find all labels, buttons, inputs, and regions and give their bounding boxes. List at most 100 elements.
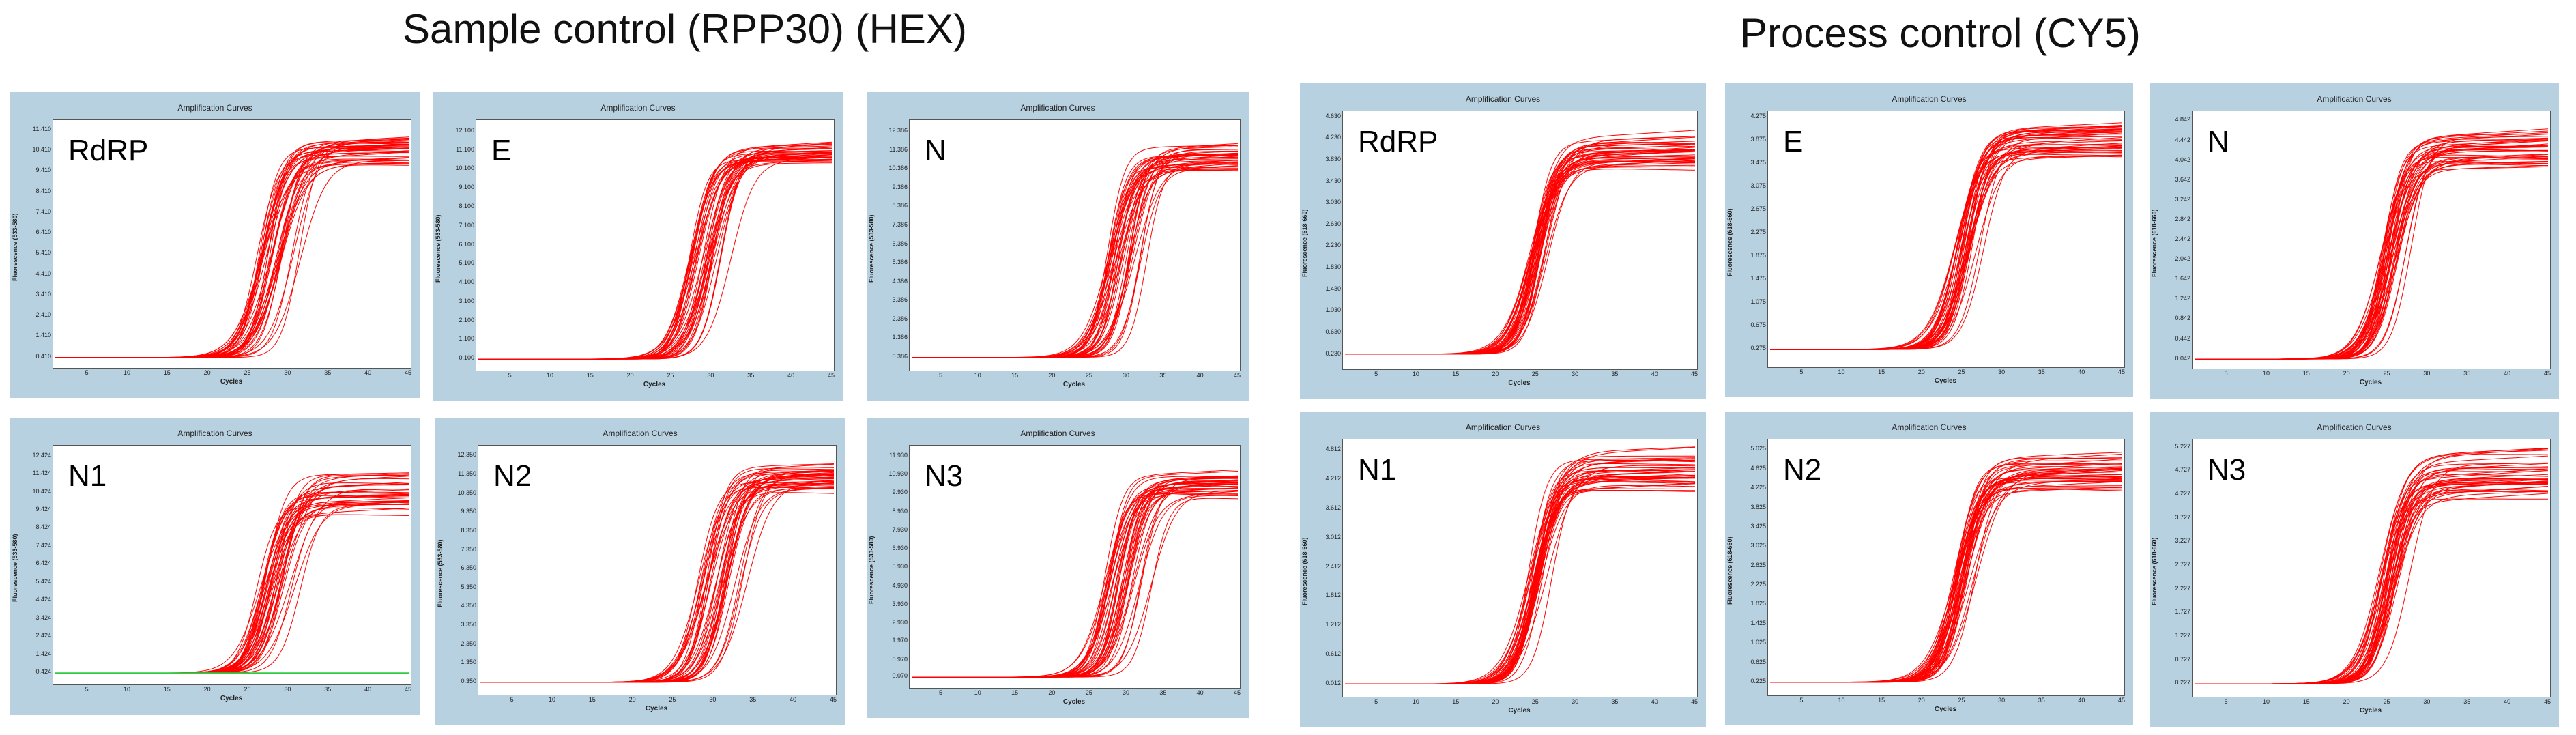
y-tick-label: 1.212 bbox=[1325, 621, 1341, 629]
amplification-curve bbox=[480, 473, 835, 683]
amplification-curve bbox=[912, 165, 1239, 358]
amplification-curve bbox=[912, 493, 1239, 678]
panel-header: Amplification Curves bbox=[2317, 94, 2392, 104]
amplification-curve bbox=[1345, 161, 1696, 355]
y-axis-label: Fluorescence (533-580) bbox=[868, 535, 875, 604]
x-tick-label: 40 bbox=[1196, 689, 1204, 696]
x-tick-label: 10 bbox=[2262, 370, 2270, 377]
panel-header: Amplification Curves bbox=[600, 103, 676, 113]
amplification-curve bbox=[480, 470, 835, 683]
amplification-curve bbox=[1345, 160, 1696, 355]
amplification-curve bbox=[55, 500, 409, 674]
amplification-curve bbox=[478, 150, 833, 360]
amplification-curve bbox=[480, 482, 835, 683]
amplification-curve bbox=[55, 500, 409, 674]
amplification-curve bbox=[912, 480, 1239, 678]
panel-header: Amplification Curves bbox=[1465, 422, 1541, 432]
x-tick-label: 5 bbox=[1799, 369, 1804, 375]
y-tick-label: 1.727 bbox=[2175, 608, 2190, 616]
y-tick-label: 1.025 bbox=[1750, 639, 1766, 646]
amplification-curve bbox=[55, 488, 409, 674]
y-axis-label: Fluorescence (533-580) bbox=[435, 214, 442, 283]
amplification-curve bbox=[912, 162, 1239, 358]
x-tick-label: 25 bbox=[244, 686, 251, 693]
amplification-curve bbox=[480, 474, 835, 683]
panel-header: Amplification Curves bbox=[177, 103, 252, 113]
amplification-curve bbox=[55, 504, 409, 674]
amplification-curves-svg bbox=[478, 141, 833, 360]
y-tick-label: 3.012 bbox=[1325, 533, 1341, 541]
amplification-curve bbox=[1345, 164, 1696, 355]
amplification-curve bbox=[1345, 459, 1696, 684]
amplification-curve bbox=[480, 486, 835, 683]
x-tick-label: 45 bbox=[404, 686, 411, 693]
amplification-curve bbox=[55, 504, 409, 674]
amplification-curve bbox=[55, 501, 409, 674]
x-tick-label: 40 bbox=[2078, 697, 2085, 704]
y-tick-label: 1.242 bbox=[2175, 295, 2190, 302]
x-tick-label: 5 bbox=[85, 369, 89, 376]
x-tick-label: 20 bbox=[203, 686, 211, 693]
y-tick-label: 2.350 bbox=[461, 639, 476, 647]
assay-label: N bbox=[925, 134, 946, 167]
x-tick-label: 25 bbox=[244, 369, 251, 376]
y-tick-label: 4.842 bbox=[2175, 116, 2190, 124]
amplification-curve bbox=[55, 143, 409, 358]
amplification-curve bbox=[2195, 154, 2549, 360]
y-tick-label: 3.727 bbox=[2175, 513, 2190, 521]
x-tick-label: 45 bbox=[2117, 369, 2125, 375]
amplification-curve bbox=[480, 463, 835, 683]
amplification-curve bbox=[480, 484, 835, 683]
amplification-curve bbox=[480, 480, 835, 683]
y-tick-label: 2.842 bbox=[2175, 215, 2190, 222]
x-axis-label: Cycles bbox=[2359, 379, 2382, 386]
panel-hex-rdrp: Amplification Curves RdRP 0.410 1.410 2.410 3… bbox=[10, 92, 420, 398]
amplification-curve bbox=[912, 153, 1239, 358]
panel-header: Amplification Curves bbox=[177, 429, 252, 438]
y-tick-label: 0.225 bbox=[1750, 678, 1766, 685]
y-tick-label: 1.812 bbox=[1325, 592, 1341, 599]
amplification-curves-svg bbox=[480, 463, 835, 683]
amplification-curve bbox=[912, 470, 1239, 678]
x-tick-label: 45 bbox=[829, 696, 837, 703]
y-tick-label: 8.386 bbox=[892, 202, 908, 210]
amplification-curve bbox=[55, 148, 409, 358]
title-sample-control: Sample control (RPP30) (HEX) bbox=[403, 6, 967, 52]
y-tick-label: 5.025 bbox=[1750, 445, 1766, 452]
x-tick-label: 30 bbox=[284, 369, 291, 376]
y-tick-label: 3.424 bbox=[35, 614, 51, 621]
amplification-curve bbox=[912, 479, 1239, 678]
x-tick-label: 25 bbox=[1531, 698, 1539, 705]
y-tick-label: 1.350 bbox=[461, 659, 476, 666]
amplification-curve bbox=[478, 151, 833, 360]
panel-hex-n1: Amplification Curves N1 0.424 1.424 2.424 3.4… bbox=[10, 418, 420, 715]
amplification-curve bbox=[55, 158, 409, 358]
x-axis-label: Cycles bbox=[1062, 381, 1086, 388]
amplification-curve bbox=[55, 150, 409, 358]
amplification-curve bbox=[478, 157, 832, 360]
y-tick-label: 0.410 bbox=[35, 352, 51, 360]
amplification-curve bbox=[912, 489, 1239, 678]
amplification-curve bbox=[478, 151, 832, 360]
amplification-curve bbox=[55, 494, 409, 674]
x-tick-label: 25 bbox=[1958, 369, 1965, 375]
y-tick-label: 2.410 bbox=[35, 311, 51, 319]
x-axis-label: Cycles bbox=[1062, 698, 1086, 706]
x-tick-label: 40 bbox=[2078, 369, 2085, 375]
y-tick-label: 1.075 bbox=[1750, 298, 1766, 305]
y-tick-label: 0.230 bbox=[1325, 349, 1341, 357]
amplification-curve bbox=[478, 157, 833, 360]
amplification-curve bbox=[912, 491, 1239, 678]
y-tick-label: 2.042 bbox=[2175, 255, 2190, 263]
x-tick-label: 10 bbox=[1838, 369, 1845, 375]
amplification-curve bbox=[480, 472, 835, 683]
amplification-curve bbox=[480, 487, 835, 683]
amplification-curve bbox=[55, 488, 409, 674]
y-tick-label: 6.100 bbox=[459, 240, 474, 248]
x-tick-label: 15 bbox=[1011, 689, 1019, 696]
x-tick-label: 35 bbox=[2038, 697, 2045, 704]
amplification-curve bbox=[55, 152, 409, 358]
y-tick-label: 4.812 bbox=[1325, 446, 1341, 453]
x-tick-label: 25 bbox=[1958, 697, 1965, 704]
y-tick-label: 1.830 bbox=[1325, 263, 1341, 271]
